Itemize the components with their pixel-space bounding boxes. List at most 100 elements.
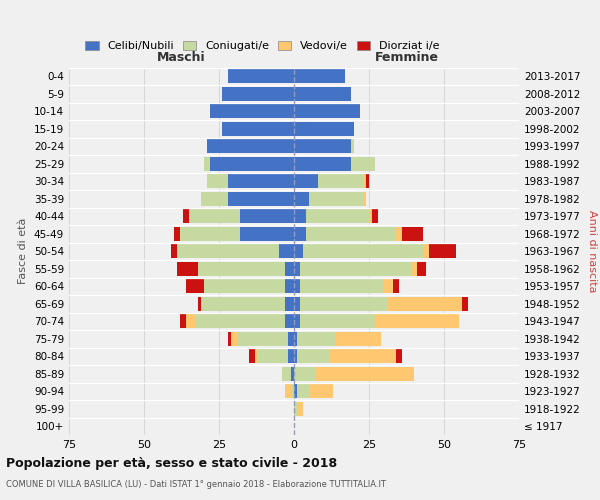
Bar	[195, 314, 285, 328]
Bar	[423, 244, 429, 258]
Bar	[393, 280, 399, 293]
Bar	[228, 332, 231, 345]
Bar	[294, 384, 297, 398]
Bar	[294, 140, 351, 153]
Y-axis label: Anni di nascita: Anni di nascita	[587, 210, 597, 292]
Bar	[207, 140, 294, 153]
Bar	[375, 314, 459, 328]
Bar	[294, 157, 351, 170]
Bar	[198, 297, 201, 310]
Bar	[204, 157, 210, 170]
Bar	[180, 227, 240, 240]
Bar	[240, 210, 294, 223]
Bar	[363, 192, 366, 205]
Legend: Celibi/Nubili, Coniugati/e, Vedovi/e, Diorziat i/e: Celibi/Nubili, Coniugati/e, Vedovi/e, Di…	[81, 36, 444, 56]
Bar	[294, 332, 297, 345]
Text: Popolazione per età, sesso e stato civile - 2018: Popolazione per età, sesso e stato civil…	[6, 458, 337, 470]
Bar	[402, 227, 423, 240]
Bar	[207, 174, 228, 188]
Bar	[228, 70, 294, 83]
Bar	[300, 314, 375, 328]
Bar	[291, 367, 294, 380]
Bar	[336, 332, 381, 345]
Bar	[249, 350, 255, 363]
Bar	[429, 244, 456, 258]
Bar	[318, 174, 363, 188]
Bar	[201, 297, 285, 310]
Bar	[384, 280, 393, 293]
Bar	[294, 87, 351, 101]
Bar	[255, 350, 258, 363]
Bar	[228, 192, 294, 205]
Bar	[288, 350, 294, 363]
Bar	[177, 244, 279, 258]
Bar	[210, 157, 294, 170]
Bar	[177, 262, 198, 276]
Bar	[351, 157, 375, 170]
Bar	[417, 262, 426, 276]
Bar	[297, 384, 309, 398]
Bar	[258, 350, 288, 363]
Bar	[411, 262, 417, 276]
Text: Femmine: Femmine	[374, 51, 439, 64]
Y-axis label: Fasce di età: Fasce di età	[19, 218, 28, 284]
Bar	[297, 402, 303, 415]
Bar	[231, 332, 237, 345]
Bar	[294, 314, 300, 328]
Bar	[366, 174, 369, 188]
Bar	[363, 174, 366, 188]
Bar	[285, 262, 294, 276]
Bar	[189, 210, 240, 223]
Bar	[330, 350, 396, 363]
Bar	[369, 210, 372, 223]
Bar	[294, 402, 297, 415]
Bar	[315, 367, 414, 380]
Bar	[240, 227, 294, 240]
Bar	[351, 140, 354, 153]
Bar	[222, 122, 294, 136]
Bar	[396, 227, 402, 240]
Text: Maschi: Maschi	[157, 51, 206, 64]
Bar	[294, 280, 300, 293]
Bar	[201, 192, 228, 205]
Bar	[300, 262, 411, 276]
Bar	[285, 280, 294, 293]
Bar	[294, 227, 306, 240]
Bar	[285, 384, 291, 398]
Bar	[204, 280, 285, 293]
Bar	[294, 262, 300, 276]
Bar	[300, 297, 387, 310]
Bar	[306, 210, 369, 223]
Bar	[303, 244, 423, 258]
Bar	[171, 244, 177, 258]
Bar	[237, 332, 288, 345]
Bar	[294, 297, 300, 310]
Bar	[186, 280, 204, 293]
Bar	[288, 332, 294, 345]
Bar	[228, 174, 294, 188]
Bar	[462, 297, 468, 310]
Bar	[294, 210, 306, 223]
Bar	[183, 210, 189, 223]
Bar	[279, 244, 294, 258]
Bar	[294, 192, 309, 205]
Bar	[210, 104, 294, 118]
Bar	[297, 350, 330, 363]
Bar	[294, 122, 354, 136]
Bar	[387, 297, 462, 310]
Bar	[186, 314, 195, 328]
Bar	[396, 350, 402, 363]
Bar	[291, 384, 294, 398]
Bar	[300, 280, 384, 293]
Bar	[294, 174, 318, 188]
Bar	[294, 350, 297, 363]
Bar	[285, 297, 294, 310]
Bar	[222, 87, 294, 101]
Bar	[174, 227, 180, 240]
Text: COMUNE DI VILLA BASILICA (LU) - Dati ISTAT 1° gennaio 2018 - Elaborazione TUTTIT: COMUNE DI VILLA BASILICA (LU) - Dati IST…	[6, 480, 386, 489]
Bar	[309, 384, 333, 398]
Bar	[282, 367, 291, 380]
Bar	[297, 332, 336, 345]
Bar	[285, 314, 294, 328]
Bar	[294, 244, 303, 258]
